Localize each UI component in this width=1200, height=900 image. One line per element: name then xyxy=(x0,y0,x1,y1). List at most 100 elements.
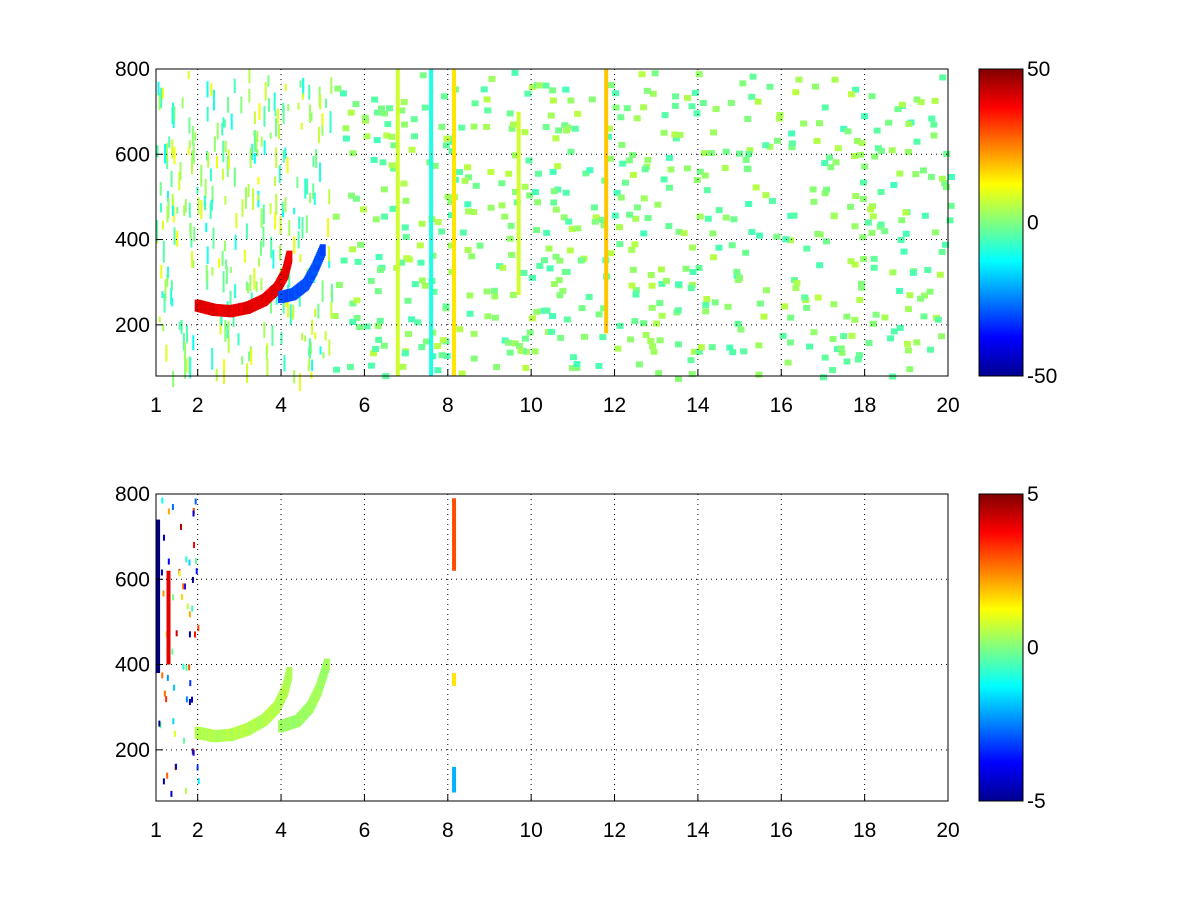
heatmap-cell xyxy=(418,277,426,284)
heatmap-cell xyxy=(520,270,528,277)
heatmap-cell xyxy=(304,178,307,199)
heatmap-cell xyxy=(282,209,285,218)
heatmap-cell xyxy=(408,316,416,323)
heatmap-cell xyxy=(605,125,613,132)
heatmap-cell xyxy=(574,225,582,232)
heatmap-cell xyxy=(768,197,776,204)
heatmap-cell xyxy=(547,112,555,119)
heatmap-cell xyxy=(182,663,185,670)
heatmap-cell xyxy=(491,314,499,321)
heatmap-cell xyxy=(941,241,949,248)
heatmap-cell xyxy=(161,220,164,230)
heatmap-cell xyxy=(184,358,187,379)
heatmap-cell xyxy=(376,317,384,324)
heatmap-cell xyxy=(861,163,869,170)
heatmap-cell xyxy=(465,208,473,215)
heatmap-cell xyxy=(550,281,558,288)
heatmap-cell xyxy=(171,148,174,156)
heatmap-cell xyxy=(640,320,648,327)
heatmap-cell xyxy=(287,103,290,112)
heatmap-cell xyxy=(456,169,464,176)
heatmap-cell xyxy=(881,228,889,235)
heatmap-cell xyxy=(267,97,270,112)
heatmap-cell xyxy=(158,720,161,727)
heatmap-cell xyxy=(662,278,670,285)
heatmap-cell xyxy=(577,257,585,264)
y-tick-label: 200 xyxy=(115,314,150,337)
heatmap-cell xyxy=(253,268,256,290)
heatmap-cell xyxy=(890,328,898,335)
heatmap-cell xyxy=(211,347,214,370)
heatmap-cell xyxy=(196,186,199,194)
heatmap-cell xyxy=(541,257,549,264)
heatmap-cell xyxy=(430,288,438,295)
heatmap-cell xyxy=(172,718,175,725)
heatmap-cell xyxy=(293,370,296,384)
heatmap-cell xyxy=(160,87,163,108)
heatmap-cell xyxy=(347,192,355,199)
heatmap-cell xyxy=(890,181,898,188)
heatmap-cell xyxy=(763,287,771,294)
heatmap-cell xyxy=(568,226,576,233)
heatmap-cell xyxy=(178,321,181,330)
heatmap-cell xyxy=(233,78,236,94)
heatmap-cell xyxy=(534,199,542,206)
heatmap-cell xyxy=(375,336,383,343)
heatmap-cell xyxy=(166,772,169,779)
heatmap-cell xyxy=(233,167,236,187)
heatmap-cell xyxy=(740,348,748,355)
heatmap-cell xyxy=(739,80,747,87)
heatmap-cell xyxy=(633,115,641,122)
heatmap-cell xyxy=(274,118,277,137)
heatmap-cell xyxy=(571,125,579,132)
heatmap-cell xyxy=(305,215,308,233)
heatmap-cell xyxy=(282,299,285,314)
y-tick-label: 400 xyxy=(115,654,150,677)
heatmap-cell xyxy=(745,200,753,207)
heatmap-cell xyxy=(300,122,303,130)
heatmap-cell xyxy=(162,323,165,332)
heatmap-cell xyxy=(617,114,625,121)
heatmap-cell xyxy=(832,159,840,166)
heatmap-cell xyxy=(676,131,684,138)
heatmap-cell xyxy=(755,371,763,378)
heatmap-cell xyxy=(298,216,301,230)
heatmap-cell xyxy=(550,199,558,206)
heatmap-cell xyxy=(401,121,409,128)
x-tick-label: 10 xyxy=(519,819,542,842)
heatmap-cell xyxy=(270,295,273,314)
bottom-grid xyxy=(156,494,948,801)
heatmap-cell xyxy=(733,268,741,275)
heatmap-cell xyxy=(171,297,174,307)
heatmap-arc-cell xyxy=(319,244,326,257)
heatmap-cell xyxy=(607,250,615,257)
heatmap-cell xyxy=(200,202,203,220)
heatmap-cell xyxy=(225,259,228,269)
heatmap-cell xyxy=(695,71,703,78)
heatmap-cell xyxy=(779,332,787,339)
heatmap-cell xyxy=(279,216,282,234)
heatmap-cell xyxy=(173,730,176,737)
heatmap-cell xyxy=(790,212,798,219)
heatmap-cell xyxy=(604,133,612,140)
heatmap-cell xyxy=(615,224,623,231)
bottom-heatmap-cells xyxy=(156,497,457,797)
heatmap-cell xyxy=(470,355,478,362)
heatmap-cell xyxy=(552,206,560,213)
heatmap-cell xyxy=(829,335,837,342)
heatmap-cell xyxy=(642,332,650,339)
x-tick-label: 16 xyxy=(770,394,793,417)
heatmap-cell xyxy=(378,105,386,112)
heatmap-cell xyxy=(545,245,553,252)
heatmap-cell xyxy=(508,125,516,132)
heatmap-cell xyxy=(283,355,286,372)
heatmap-cell xyxy=(226,155,229,177)
heatmap-cell xyxy=(508,251,516,258)
heatmap-cell xyxy=(227,159,230,170)
heatmap-cell xyxy=(829,366,837,373)
heatmap-cell xyxy=(390,142,398,149)
x-tick-label: 18 xyxy=(853,394,876,417)
top-x-ticks: 1 2 4 6 8 10 12 14 16 18 20 xyxy=(150,369,960,417)
heatmap-cell xyxy=(175,630,178,637)
heatmap-cell xyxy=(284,197,287,213)
